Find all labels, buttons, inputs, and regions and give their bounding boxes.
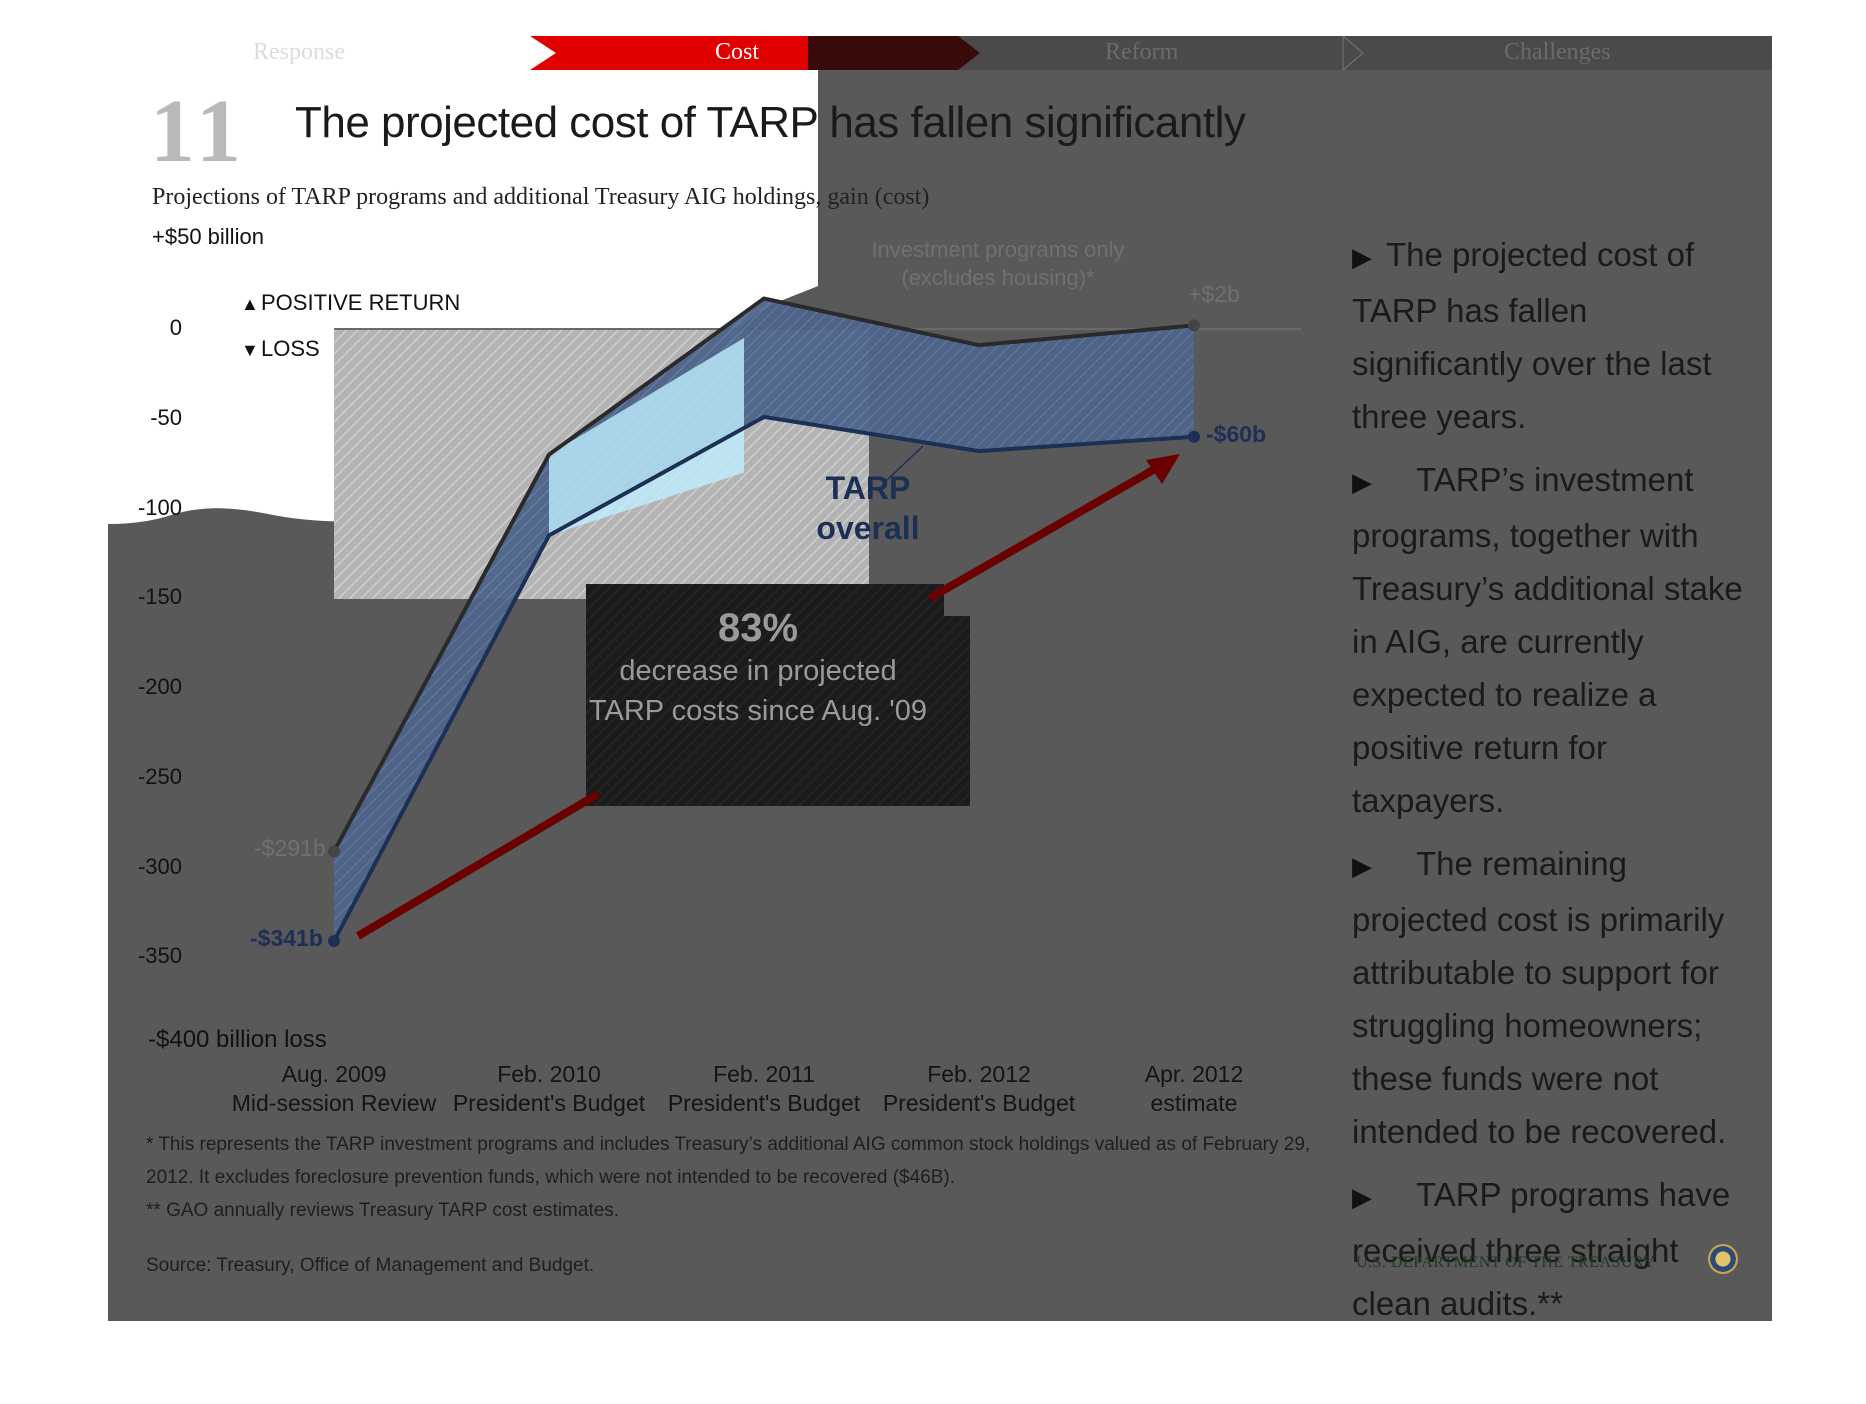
x-tick-label: Feb. 2010 President's Budget [439, 1060, 659, 1118]
x-tick-line2: Mid-session Review [231, 1090, 437, 1116]
legend-positive: ▲POSITIVE RETURN [241, 290, 461, 315]
arrowhead-icon [1146, 454, 1180, 484]
play-arrow-icon: ▶ [1352, 467, 1372, 497]
slide-title: The projected cost of TARP has fallen si… [295, 98, 1246, 147]
y-axis-max-label: +$50 billion [152, 224, 264, 249]
play-arrow-icon: ▶ [1352, 242, 1372, 272]
decrease-arrow-lower [355, 790, 601, 940]
play-arrow-icon: ▶ [1352, 1182, 1372, 1212]
x-tick-label: Apr. 2012 estimate [1084, 1060, 1304, 1118]
data-label-tarp-start: -$341b [250, 925, 323, 952]
data-label-investment-end: +$2b [1188, 281, 1240, 308]
series-line-investment [332, 296, 1195, 853]
chart-title: Projections of TARP programs and additio… [152, 184, 930, 210]
x-tick-line2: President's Budget [667, 1090, 861, 1116]
tarp-leader-line [885, 445, 924, 482]
chart [328, 257, 1301, 948]
bullet-item: ▶ The remaining projected cost is primari… [1352, 837, 1752, 1158]
x-tick-line1: Aug. 2009 [281, 1061, 387, 1087]
investment-leader-line [815, 257, 854, 294]
tab-cost[interactable]: Cost [715, 39, 760, 65]
slide-number: 11 [150, 82, 248, 181]
y-tick-label: -200 [137, 674, 182, 699]
data-label-investment-start: -$291b [254, 835, 326, 862]
data-point [1188, 430, 1200, 443]
source-note: Source: Treasury, Office of Management a… [146, 1255, 595, 1276]
triangle-up-icon: ▲ [241, 294, 259, 314]
y-tick-label: 0 [169, 315, 182, 340]
footnote-1: * This represents the TARP investment pr… [146, 1134, 1311, 1188]
tarp-overall-series-label: TARP overall [816, 470, 920, 546]
band-highlight [549, 337, 744, 536]
tab-response[interactable]: Response [253, 39, 345, 65]
y-tick-label: -300 [137, 853, 182, 879]
y-tick-label: -50 [150, 404, 182, 430]
y-tick-label: -100 [137, 494, 182, 520]
data-label-tarp-end: -$60b [1206, 420, 1267, 447]
x-tick-label: Feb. 2011 President's Budget [654, 1060, 874, 1118]
x-tick-line2: estimate [1150, 1090, 1238, 1116]
footnote-2: ** GAO annually reviews Treasury TARP co… [146, 1200, 620, 1221]
data-point [1188, 319, 1200, 332]
tab-challenges[interactable]: Challenges [1504, 39, 1611, 65]
callout-description: decrease in projected TARP costs since A… [588, 655, 928, 727]
x-tick-line2: President's Budget [452, 1090, 646, 1116]
bullet-item: ▶ TARP’s investment programs, together wi… [1352, 453, 1752, 827]
y-axis-min-label: -$400 billion loss [148, 1026, 327, 1053]
treasury-seal-icon [1708, 1244, 1738, 1274]
callout-box [586, 584, 970, 806]
bullet-item: ▶ TARP programs have received three strai… [1352, 1168, 1752, 1321]
callout-percent: 83% [717, 606, 799, 650]
y-tick-label: -150 [137, 584, 182, 610]
play-arrow-icon: ▶ [1352, 851, 1372, 881]
series-line-tarp-overall [332, 414, 1195, 943]
x-tick-line1: Feb. 2011 [713, 1061, 815, 1087]
x-tick-line1: Feb. 2010 [497, 1061, 601, 1087]
decrease-arrow-upper [928, 462, 1162, 602]
data-point [328, 845, 340, 858]
x-tick-line2: President's Budget [882, 1090, 1076, 1116]
x-tick-label: Feb. 2012 President's Budget [869, 1060, 1089, 1118]
treasury-wordmark: U.S. DEPARTMENT OF THE TREASURY [1356, 1254, 1656, 1271]
legend-loss: ▼LOSS [241, 336, 320, 361]
bullet-list: ▶ The projected cost of TARP has fallen s… [1352, 228, 1752, 1321]
x-tick-line1: Apr. 2012 [1144, 1061, 1244, 1087]
y-tick-label: -350 [137, 943, 182, 969]
y-tick-label: -250 [137, 763, 182, 789]
triangle-down-icon: ▼ [241, 340, 259, 360]
slide-panel: Response Cost Reform Challenges 11 The p… [108, 36, 1772, 1321]
x-tick-line1: Feb. 2012 [927, 1061, 1031, 1087]
investment-series-label: Investment programs only (excludes housi… [871, 237, 1125, 290]
bullet-item: ▶ The projected cost of TARP has fallen s… [1352, 228, 1752, 443]
tab-reform[interactable]: Reform [1105, 39, 1179, 65]
data-point [328, 935, 340, 948]
x-tick-label: Aug. 2009 Mid-session Review [224, 1060, 444, 1118]
callout-text: 83% decrease in projected TARP costs sin… [588, 606, 928, 731]
nav-bar: Response Cost Reform Challenges [108, 36, 1772, 70]
